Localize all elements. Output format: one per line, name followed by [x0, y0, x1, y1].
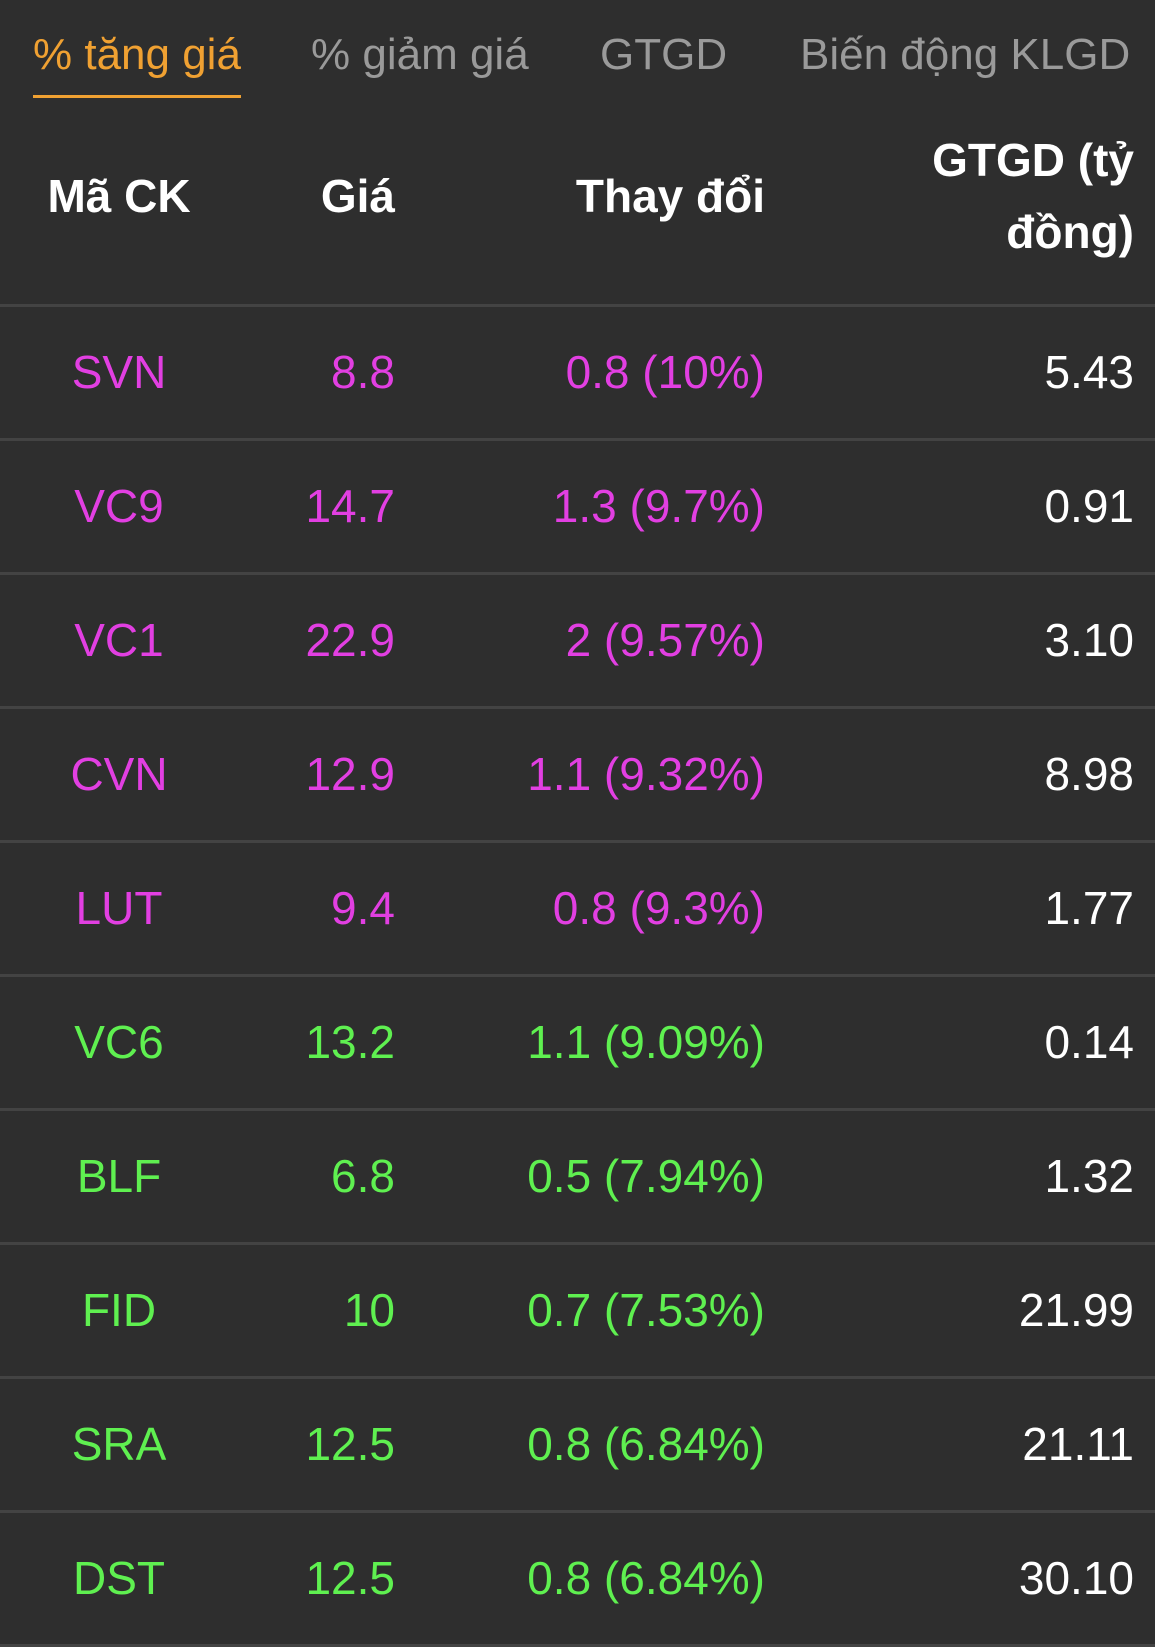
- tab-bar: % tăng giá % giảm giá GTGD Biến động KLG…: [0, 0, 1155, 112]
- row-price: 8.8: [331, 346, 395, 398]
- tab-volume-change[interactable]: Biến động KLGD: [800, 30, 1131, 79]
- row-trading-value: 0.14: [1044, 1016, 1134, 1068]
- row-change: 0.8 (9.3%): [552, 882, 765, 934]
- row-trading-value: 1.32: [1044, 1150, 1134, 1202]
- row-change: 0.7 (7.53%): [527, 1284, 765, 1336]
- row-price: 12.5: [305, 1418, 395, 1470]
- tab-top-losers[interactable]: % giảm giá: [311, 30, 529, 79]
- header-symbol: Mã CK: [47, 170, 191, 222]
- row-symbol: FID: [81, 1284, 157, 1336]
- table-row[interactable]: SRA 12.5 0.8 (6.84%) 21.11: [0, 1379, 1155, 1513]
- table-row[interactable]: DST 12.5 0.8 (6.84%) 30.10: [0, 1513, 1155, 1647]
- row-trading-value: 21.11: [1022, 1418, 1134, 1470]
- table-row[interactable]: FID 10 0.7 (7.53%) 21.99: [0, 1245, 1155, 1379]
- row-change: 1.3 (9.7%): [552, 480, 765, 532]
- row-symbol: VC6: [74, 1016, 164, 1068]
- row-change: 0.8 (10%): [565, 346, 765, 398]
- row-change: 0.5 (7.94%): [527, 1150, 765, 1202]
- row-trading-value: 8.98: [1044, 748, 1134, 800]
- table-row[interactable]: LUT 9.4 0.8 (9.3%) 1.77: [0, 843, 1155, 977]
- table-row[interactable]: VC9 14.7 1.3 (9.7%) 0.91: [0, 441, 1155, 575]
- table-row[interactable]: BLF 6.8 0.5 (7.94%) 1.32: [0, 1111, 1155, 1245]
- row-price: 12.5: [305, 1552, 395, 1604]
- table-row[interactable]: SVN 8.8 0.8 (10%) 5.43: [0, 307, 1155, 441]
- row-symbol: BLF: [76, 1150, 162, 1202]
- row-trading-value: 30.10: [1018, 1552, 1134, 1604]
- row-symbol: DST: [73, 1552, 165, 1604]
- header-price: Giá: [320, 170, 395, 222]
- row-symbol: SRA: [71, 1418, 167, 1470]
- table-header: Mã CK Giá Thay đổi GTGD (tỷ đồng): [0, 112, 1155, 307]
- row-price: 10: [343, 1284, 395, 1336]
- row-symbol: CVN: [70, 748, 168, 800]
- table-row[interactable]: VC6 13.2 1.1 (9.09%) 0.14: [0, 977, 1155, 1111]
- row-symbol: VC9: [74, 480, 164, 532]
- tab-top-gainers[interactable]: % tăng giá: [33, 30, 241, 98]
- row-trading-value: 1.77: [1044, 882, 1134, 934]
- row-change: 2 (9.57%): [565, 614, 765, 666]
- row-symbol: LUT: [75, 882, 163, 934]
- row-trading-value: 5.43: [1044, 346, 1134, 398]
- row-price: 22.9: [305, 614, 395, 666]
- row-change: 0.8 (6.84%): [527, 1418, 765, 1470]
- tab-trading-value[interactable]: GTGD: [600, 30, 728, 79]
- table-row[interactable]: CVN 12.9 1.1 (9.32%) 8.98: [0, 709, 1155, 843]
- row-change: 1.1 (9.09%): [527, 1016, 765, 1068]
- row-change: 1.1 (9.32%): [527, 748, 765, 800]
- row-change: 0.8 (6.84%): [527, 1552, 765, 1604]
- row-price: 9.4: [331, 882, 395, 934]
- row-symbol: VC1: [74, 614, 164, 666]
- row-price: 13.2: [305, 1016, 395, 1068]
- row-symbol: SVN: [71, 346, 167, 398]
- row-price: 14.7: [305, 480, 395, 532]
- table-row[interactable]: VC1 22.9 2 (9.57%) 3.10: [0, 575, 1155, 709]
- row-trading-value: 0.91: [1044, 480, 1134, 532]
- row-price: 6.8: [331, 1150, 395, 1202]
- header-trading-value: GTGD (tỷ đồng): [932, 134, 1134, 258]
- stock-table-body: SVN 8.8 0.8 (10%) 5.43 VC9 14.7 1.3 (9.7…: [0, 307, 1155, 1647]
- row-price: 12.9: [305, 748, 395, 800]
- header-change: Thay đổi: [575, 170, 765, 222]
- row-trading-value: 21.99: [1018, 1284, 1134, 1336]
- row-trading-value: 3.10: [1044, 614, 1134, 666]
